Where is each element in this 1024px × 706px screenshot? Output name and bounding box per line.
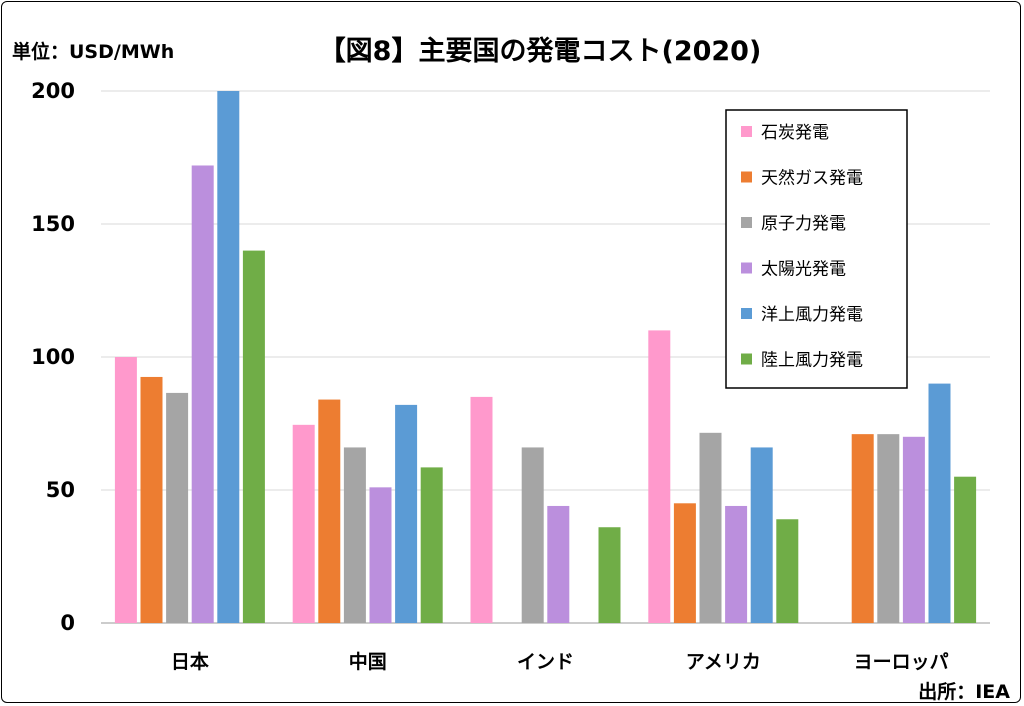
legend-label: 石炭発電 <box>761 123 829 143</box>
y-tick-label: 50 <box>46 478 75 502</box>
bar-0-0 <box>114 357 137 623</box>
x-category-label: ヨーロッパ <box>854 651 949 673</box>
bar-2-4 <box>877 434 900 623</box>
legend-swatch <box>741 353 752 365</box>
x-category-label: 日本 <box>171 650 209 673</box>
bar-5-2 <box>598 527 621 623</box>
chart-title: 【図8】主要国の発電コスト(2020) <box>319 36 762 67</box>
x-category-label: 中国 <box>349 650 387 673</box>
bar-4-3 <box>750 447 773 623</box>
legend-swatch <box>741 171 752 183</box>
bar-0-1 <box>292 424 315 623</box>
bar-5-1 <box>420 467 443 623</box>
bar-1-4 <box>851 434 874 623</box>
bar-0-2 <box>470 396 493 623</box>
bar-3-4 <box>902 436 925 623</box>
bar-3-2 <box>547 505 570 623</box>
legend-swatch <box>741 262 752 274</box>
bar-5-4 <box>954 476 977 623</box>
y-tick-label: 150 <box>31 212 75 236</box>
legend-swatch <box>741 217 752 228</box>
y-tick-label: 100 <box>31 345 75 369</box>
legend-label: 洋上風力発電 <box>761 305 863 325</box>
bar-3-1 <box>369 487 392 623</box>
bar-2-1 <box>343 447 366 623</box>
bar-3-0 <box>191 165 214 624</box>
legend-swatch <box>741 126 752 137</box>
x-category-label: アメリカ <box>686 651 761 673</box>
bar-5-0 <box>242 250 265 623</box>
bar-1-1 <box>318 399 341 623</box>
bar-4-4 <box>928 383 951 623</box>
legend-label: 天然ガス発電 <box>761 169 863 189</box>
bar-1-0 <box>140 376 163 623</box>
bar-1-3 <box>673 503 696 623</box>
bar-2-3 <box>699 432 722 623</box>
x-category-label: インド <box>517 651 574 673</box>
bar-2-2 <box>521 447 544 623</box>
legend-swatch <box>741 308 752 319</box>
legend-label: 太陽光発電 <box>761 260 846 280</box>
bar-4-0 <box>217 91 240 623</box>
unit-label: 単位：USD/MWh <box>12 40 174 63</box>
y-tick-label: 200 <box>31 79 75 103</box>
source-label: 出所：IEA <box>918 680 1010 703</box>
y-tick-label: 0 <box>60 611 75 635</box>
bar-4-1 <box>395 404 418 623</box>
legend-label: 原子力発電 <box>761 214 846 234</box>
bar-5-3 <box>776 519 799 623</box>
bar-3-3 <box>725 505 748 623</box>
bar-2-0 <box>166 392 189 623</box>
legend-box <box>725 109 908 389</box>
legend-label: 陸上風力発電 <box>761 351 863 371</box>
bar-0-3 <box>648 330 671 623</box>
